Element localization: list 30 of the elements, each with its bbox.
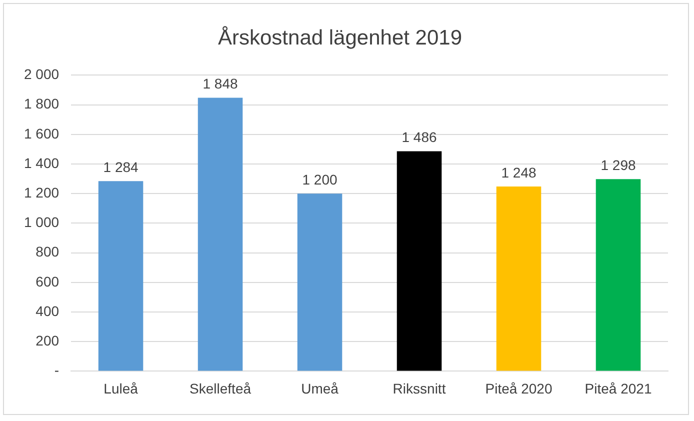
y-tick-label: 600: [36, 273, 60, 290]
bar: [98, 181, 144, 371]
x-tick-label: Umeå: [301, 380, 339, 396]
y-tick-label: 2 000: [24, 66, 60, 82]
y-tick-label: 200: [36, 332, 60, 348]
chart-title: Årskostnad lägenhet 2019: [218, 25, 462, 50]
y-tick-label: 800: [36, 244, 60, 260]
x-tick-label: Piteå 2021: [584, 380, 652, 396]
bar: [596, 179, 641, 371]
bar: [396, 151, 442, 371]
bar: [198, 98, 243, 371]
x-tick-label: Skellefteå: [190, 380, 252, 396]
data-label: 1 284: [103, 159, 139, 176]
x-tick-label: Piteå 2020: [485, 380, 552, 396]
y-tick-label: 400: [36, 302, 60, 319]
y-tick-label: -: [54, 362, 60, 378]
data-label: 1 486: [402, 129, 437, 146]
y-tick-label: 1 400: [24, 154, 60, 171]
x-tick-label: Luleå: [104, 380, 138, 396]
y-tick-label: 1 200: [24, 184, 60, 200]
y-tick-label: 1 000: [24, 214, 60, 230]
data-label: 1 848: [202, 76, 238, 92]
data-label: 1 298: [600, 156, 636, 173]
y-tick-label: 1 600: [24, 125, 60, 142]
y-tick-label: 1 800: [24, 96, 60, 112]
bar: [496, 186, 542, 371]
data-label: 1 248: [501, 164, 536, 180]
x-tick-label: Rikssnitt: [392, 380, 446, 396]
data-label: 1 200: [302, 171, 338, 188]
bar: [297, 194, 342, 371]
